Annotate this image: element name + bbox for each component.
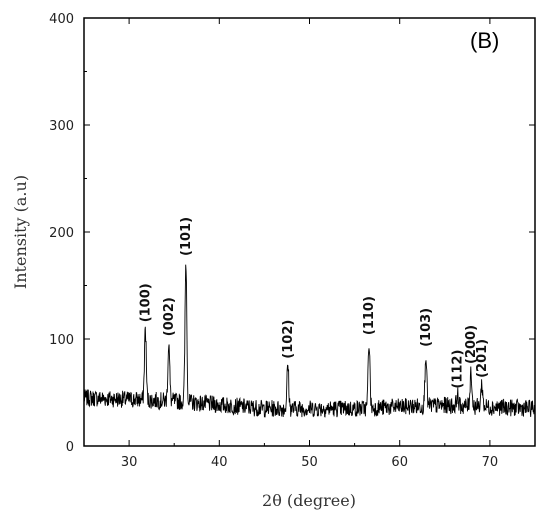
y-tick-label: 100 xyxy=(49,333,74,348)
peak-labels: (100) (002) (101) (102) (110) (103) (112)(200)… xyxy=(138,217,490,389)
x-tick-label: 40 xyxy=(211,455,228,470)
x-tick-label: 60 xyxy=(391,455,408,470)
peak-label: (110) xyxy=(362,296,377,335)
peak-label: (102) xyxy=(281,320,296,359)
y-tick-label: 300 xyxy=(49,119,74,134)
x-tick-label: 70 xyxy=(482,455,499,470)
panel-label: (B) xyxy=(470,28,499,53)
peak-label: (200) xyxy=(464,325,479,364)
y-tick-label: 400 xyxy=(49,12,74,27)
x-axis-label: 2θ (degree) xyxy=(262,491,356,510)
plot-frame xyxy=(83,17,536,447)
peak-label: (201) xyxy=(475,339,490,378)
peak-label: (103) xyxy=(419,308,434,347)
peak-label: (100) xyxy=(138,283,153,322)
peak-label: (112) xyxy=(450,350,465,389)
axis-ticks: 30 40 50 60 70 0 100 200 300 400 xyxy=(49,12,536,470)
x-tick-label: 50 xyxy=(301,455,318,470)
xrd-pattern-line xyxy=(83,264,536,418)
y-tick-label: 200 xyxy=(49,226,74,241)
peak-label: (101) xyxy=(179,217,194,256)
y-axis-label: Intensity (a.u) xyxy=(11,175,30,289)
x-tick-label: 30 xyxy=(121,455,138,470)
y-tick-label: 0 xyxy=(66,440,74,455)
peak-label: (002) xyxy=(162,297,177,336)
